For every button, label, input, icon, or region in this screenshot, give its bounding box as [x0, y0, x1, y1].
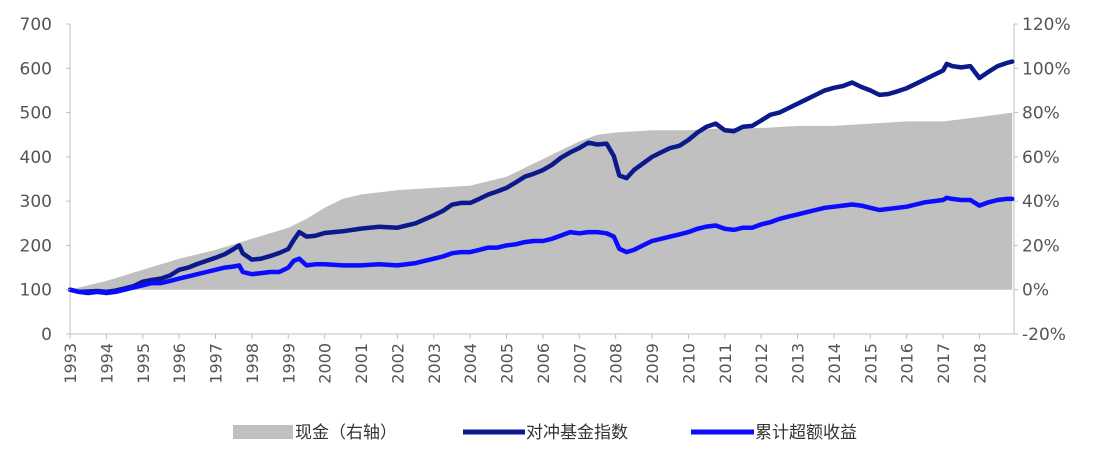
left-tick-label: 300 — [20, 192, 52, 212]
x-tick-label: 2001 — [352, 343, 371, 384]
x-tick-label: 2007 — [570, 343, 589, 384]
x-tick-label: 2015 — [861, 343, 880, 384]
x-tick-label: 2008 — [607, 343, 626, 384]
left-tick-label: 700 — [20, 15, 52, 35]
right-tick-label: 40% — [1022, 192, 1060, 212]
left-tick-label: 600 — [20, 59, 52, 79]
axes-layer — [69, 24, 1015, 335]
legend-item: 累计超额收益 — [691, 423, 857, 443]
legend-item: 对冲基金指数 — [463, 423, 628, 443]
right-tick-label: 20% — [1022, 236, 1060, 256]
right-tick-label: 60% — [1022, 148, 1060, 168]
left-tick-label: 500 — [20, 104, 52, 124]
x-tick-label: 2013 — [789, 343, 808, 384]
x-tick-label: 2017 — [934, 343, 953, 384]
area-layer — [70, 112, 1013, 290]
legend-label: 对冲基金指数 — [526, 423, 628, 443]
x-tick-label: 2002 — [388, 343, 407, 384]
x-tick-label: 2006 — [534, 343, 553, 384]
right-tick-label: 100% — [1022, 59, 1071, 79]
x-tick-label: 2004 — [461, 343, 480, 384]
left-tick-label: 400 — [20, 148, 52, 168]
x-tick-label: 1996 — [170, 343, 189, 384]
left-tick-label: 100 — [20, 281, 52, 301]
legend: 现金（右轴） 对冲基金指数 累计超额收益 — [233, 423, 857, 443]
x-tick-label: 2003 — [425, 343, 444, 384]
x-tick-label: 1993 — [61, 343, 80, 384]
x-tick-label: 2016 — [898, 343, 917, 384]
x-tick-label: 1997 — [207, 343, 226, 384]
x-tick-label: 2018 — [970, 343, 989, 384]
legend-label: 累计超额收益 — [755, 423, 857, 443]
x-tick-label: 2012 — [752, 343, 771, 384]
legend-label: 现金（右轴） — [295, 423, 397, 443]
x-tick-label: 1999 — [279, 343, 298, 384]
left-tick-label: 0 — [41, 325, 52, 345]
right-tick-label: 0% — [1022, 281, 1049, 301]
x-tick-label: 1995 — [134, 343, 153, 384]
left-tick-label: 200 — [20, 236, 52, 256]
series-line-cumulative-excess-return — [67, 195, 1015, 296]
x-tick-label: 1994 — [97, 343, 116, 384]
x-tick-label: 1998 — [243, 343, 262, 384]
x-tick-label: 2005 — [498, 343, 517, 384]
ticks-layer: 0 100 200 300 400 500 600 700 -20% 0% 20% 40% 60% 80%… — [20, 15, 1071, 384]
x-tick-label: 2011 — [716, 343, 735, 384]
legend-swatch — [233, 425, 293, 439]
x-tick-label: 2009 — [643, 343, 662, 384]
right-tick-label: -20% — [1022, 325, 1066, 345]
legend-item: 现金（右轴） — [233, 423, 397, 443]
right-tick-label: 120% — [1022, 15, 1071, 35]
x-tick-label: 2014 — [825, 343, 844, 384]
x-tick-label: 2010 — [679, 343, 698, 384]
right-tick-label: 80% — [1022, 104, 1060, 124]
series-line-hedge-fund-index — [67, 59, 1015, 295]
lines-layer — [67, 59, 1015, 296]
x-tick-label: 2000 — [316, 343, 335, 384]
series-area-cash — [70, 112, 1013, 290]
